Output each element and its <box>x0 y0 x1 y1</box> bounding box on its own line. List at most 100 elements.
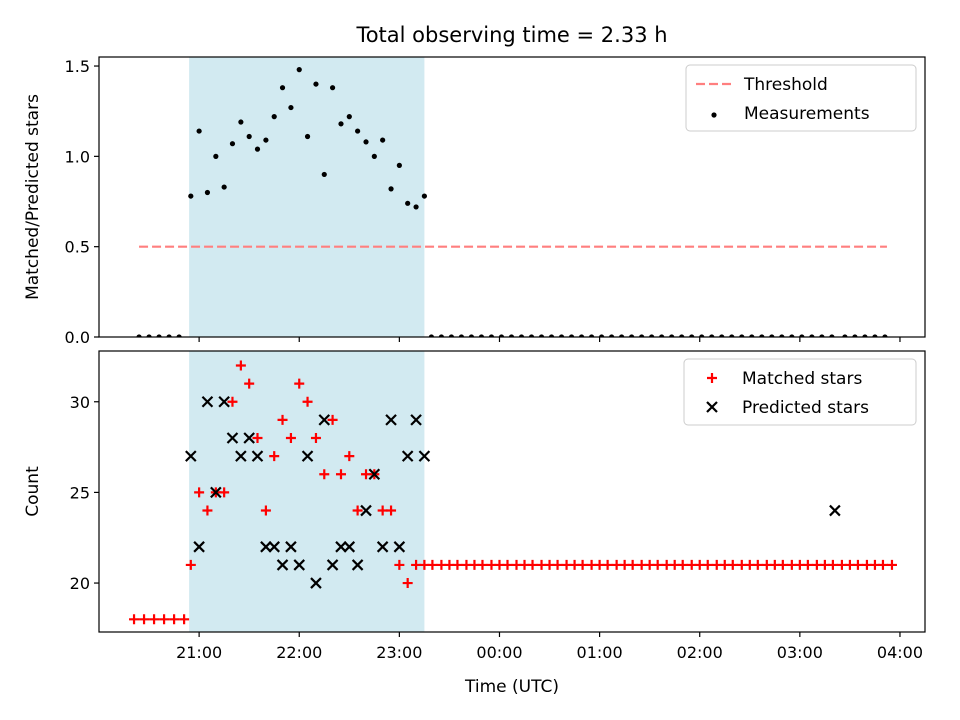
predicted-star-point <box>385 414 397 426</box>
matched-star-point <box>752 559 763 570</box>
measurement-point <box>229 141 236 147</box>
measurement-point <box>313 81 319 87</box>
predicted-star-point <box>201 395 214 408</box>
matched-star-point <box>302 396 313 407</box>
measurement-point <box>518 334 525 337</box>
matched-star-point <box>452 559 463 570</box>
measurement-point <box>221 184 227 190</box>
legend-label: Predicted stars <box>742 398 869 418</box>
x-tick-label: 03:00 <box>777 643 823 662</box>
matched-star-point <box>886 559 897 570</box>
matched-star-point <box>149 614 160 625</box>
measurement-point <box>709 334 715 337</box>
measurement-point <box>355 128 361 134</box>
measurement-point <box>380 137 386 143</box>
matched-star-point <box>352 505 363 516</box>
measurement-point <box>629 334 635 337</box>
matched-star-point <box>577 559 588 570</box>
measurement-point <box>176 334 182 337</box>
legend-box <box>685 64 917 132</box>
matched-star-point <box>386 505 397 516</box>
y-axis-label: Matched/Predicted stars <box>23 94 43 300</box>
measurement-point <box>588 334 595 337</box>
measurement-point <box>699 334 705 337</box>
measurement-point <box>799 334 805 337</box>
predicted-star-point <box>310 577 322 589</box>
y-tick-label: 1.5 <box>65 57 90 76</box>
predicted-star-point <box>393 541 406 553</box>
legend-matched-swatch <box>707 373 717 383</box>
predicted-star-point <box>360 504 372 517</box>
matched-star-point <box>269 451 280 462</box>
predicted-star-point <box>210 486 222 499</box>
measurement-point <box>204 189 211 196</box>
matched-star-point <box>727 559 738 570</box>
matched-star-point <box>677 559 688 570</box>
matched-star-point <box>277 414 288 425</box>
matched-star-point <box>310 433 321 444</box>
matched-star-point <box>194 487 205 498</box>
matched-star-point <box>427 559 438 570</box>
legend-box <box>683 358 917 426</box>
matched-star-point <box>219 487 230 498</box>
measurement-point <box>196 128 202 134</box>
measurement-point <box>448 334 455 337</box>
x-tick-label: 02:00 <box>677 643 723 662</box>
measurement-point <box>488 334 495 337</box>
legend-label: Measurements <box>744 104 870 124</box>
matched-star-point <box>702 559 713 570</box>
measurement-point <box>528 334 535 337</box>
measurement-point <box>809 334 815 337</box>
measurement-point <box>396 162 402 168</box>
predicted-star-point <box>276 559 289 571</box>
measurement-point <box>568 334 575 337</box>
observing-span <box>189 57 425 337</box>
measurement-point <box>882 334 888 337</box>
measurement-point <box>254 146 261 152</box>
measurement-point <box>862 334 868 337</box>
measurement-point <box>498 334 505 337</box>
matched-star-point <box>802 559 813 570</box>
measurement-point <box>363 139 369 145</box>
measurement-point <box>779 334 785 337</box>
predicted-star-point <box>318 414 331 426</box>
measurement-point <box>872 334 878 337</box>
measurement-point <box>329 85 336 91</box>
axes-frame <box>98 350 926 633</box>
y-tick-label: 0.5 <box>65 238 90 257</box>
matched-star-point <box>260 505 271 516</box>
matched-star-point <box>552 559 563 570</box>
measurement-point <box>166 334 172 337</box>
measurement-point <box>599 334 605 337</box>
matched-star-point <box>852 559 863 570</box>
measurement-point <box>478 334 485 337</box>
measurement-point <box>288 104 294 111</box>
measurement-point <box>458 334 465 337</box>
predicted-star-point <box>351 559 364 571</box>
matched-star-point <box>877 559 888 570</box>
x-tick-label: 00:00 <box>476 643 522 662</box>
measurement-point <box>338 121 344 127</box>
matched-star-point <box>294 378 305 389</box>
y-tick-label: 0.0 <box>65 328 90 347</box>
measurement-point <box>669 334 675 337</box>
measurement-point <box>739 334 745 337</box>
matched-star-point <box>319 469 330 480</box>
measurement-point <box>649 334 655 337</box>
matched-star-point <box>285 433 296 444</box>
x-tick-label: 01:00 <box>577 643 623 662</box>
y-tick-label: 30 <box>70 393 90 412</box>
matched-star-point <box>179 614 190 625</box>
measurement-point <box>619 334 625 337</box>
measurement-point <box>659 334 665 337</box>
figure-title: Total observing time = 2.33 h <box>355 23 667 47</box>
measurement-point <box>819 334 825 337</box>
measurement-point <box>346 114 352 120</box>
measurement-point <box>508 334 515 337</box>
plot-area <box>129 360 897 625</box>
matched-star-point <box>377 505 388 516</box>
plot-area <box>136 67 888 337</box>
predicted-star-point <box>268 541 280 553</box>
matched-star-point <box>335 469 346 480</box>
predicted-star-point <box>185 450 197 462</box>
